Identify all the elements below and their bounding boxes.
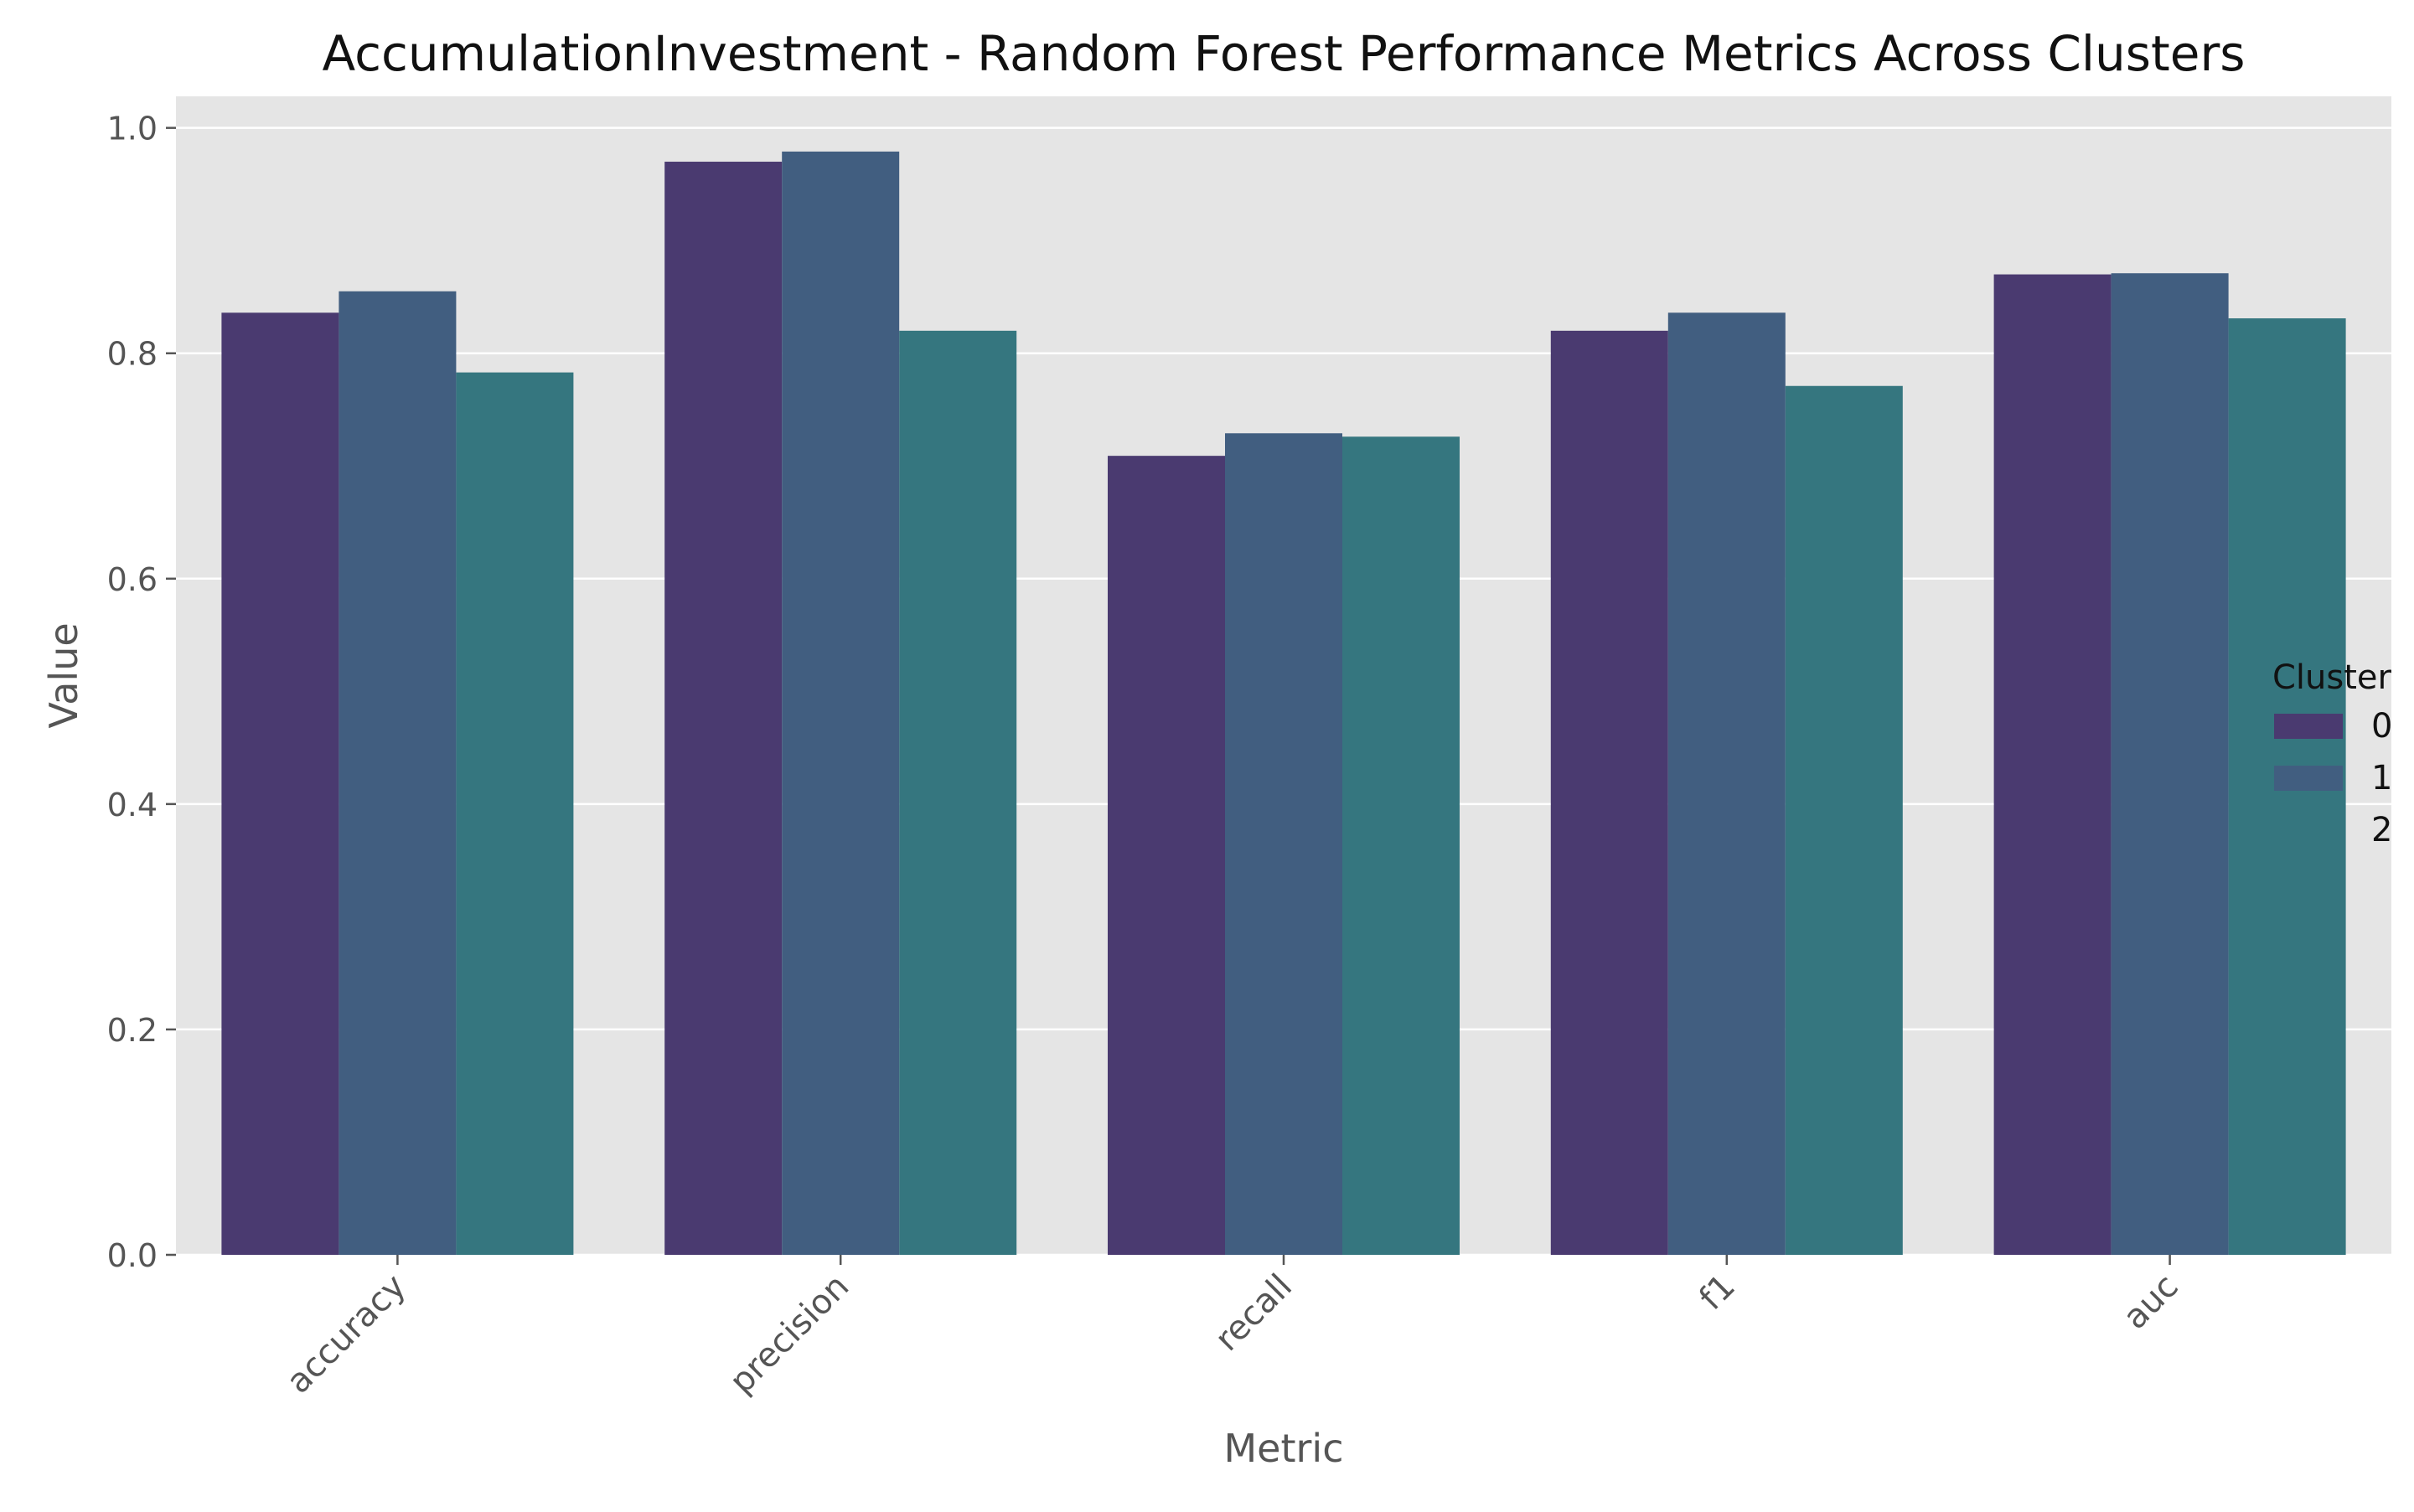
legend-label-cluster-1: 1 — [2371, 759, 2392, 797]
legend-swatch-cluster-0 — [2274, 714, 2343, 739]
bar-f1-cluster-2 — [1785, 385, 1903, 1255]
x-axis-label: Metric — [1223, 1426, 1343, 1471]
legend-label-cluster-0: 0 — [2371, 707, 2392, 746]
x-tick-label: accuracy — [279, 1267, 413, 1401]
legend-swatch-cluster-2 — [2274, 818, 2343, 843]
y-axis: 0.0 0.2 0.4 0.6 0.8 1.0 — [107, 111, 176, 1274]
x-tick-label: f1 — [1692, 1267, 1742, 1318]
x-tick-label: precision — [722, 1267, 856, 1401]
bar-auc-cluster-0 — [1993, 274, 2112, 1255]
bar-auc-cluster-1 — [2111, 273, 2229, 1255]
x-tick-label: recall — [1208, 1267, 1300, 1360]
bar-precision-cluster-1 — [782, 151, 900, 1256]
y-tick-label: 0.6 — [107, 561, 158, 598]
y-tick-label: 0.2 — [107, 1012, 158, 1049]
bar-recall-cluster-0 — [1108, 456, 1225, 1255]
bar-accuracy-cluster-1 — [339, 291, 457, 1256]
bar-precision-cluster-2 — [899, 330, 1017, 1255]
y-axis-label: Value — [41, 622, 86, 728]
bar-recall-cluster-1 — [1225, 433, 1342, 1255]
bar-f1-cluster-0 — [1550, 330, 1668, 1255]
legend: Cluster 0 1 2 — [2272, 658, 2392, 849]
y-tick-label: 1.0 — [107, 111, 158, 147]
chart-title: AccumulationInvestment - Random Forest P… — [322, 25, 2245, 82]
bar-accuracy-cluster-2 — [456, 372, 574, 1256]
bar-recall-cluster-2 — [1342, 436, 1460, 1255]
legend-label-cluster-2: 2 — [2371, 811, 2392, 849]
y-tick-label: 0.4 — [107, 787, 158, 823]
legend-title: Cluster — [2272, 658, 2392, 697]
bars — [221, 151, 2346, 1256]
x-tick-label: auc — [2116, 1267, 2185, 1337]
legend-swatch-cluster-1 — [2274, 766, 2343, 791]
bar-f1-cluster-1 — [1667, 312, 1786, 1256]
y-tick-label: 0.0 — [107, 1237, 158, 1274]
bar-precision-cluster-0 — [664, 162, 783, 1256]
x-axis: accuracy precision recall f1 auc — [279, 1255, 2186, 1401]
bar-accuracy-cluster-0 — [221, 312, 339, 1256]
y-tick-label: 0.8 — [107, 336, 158, 373]
